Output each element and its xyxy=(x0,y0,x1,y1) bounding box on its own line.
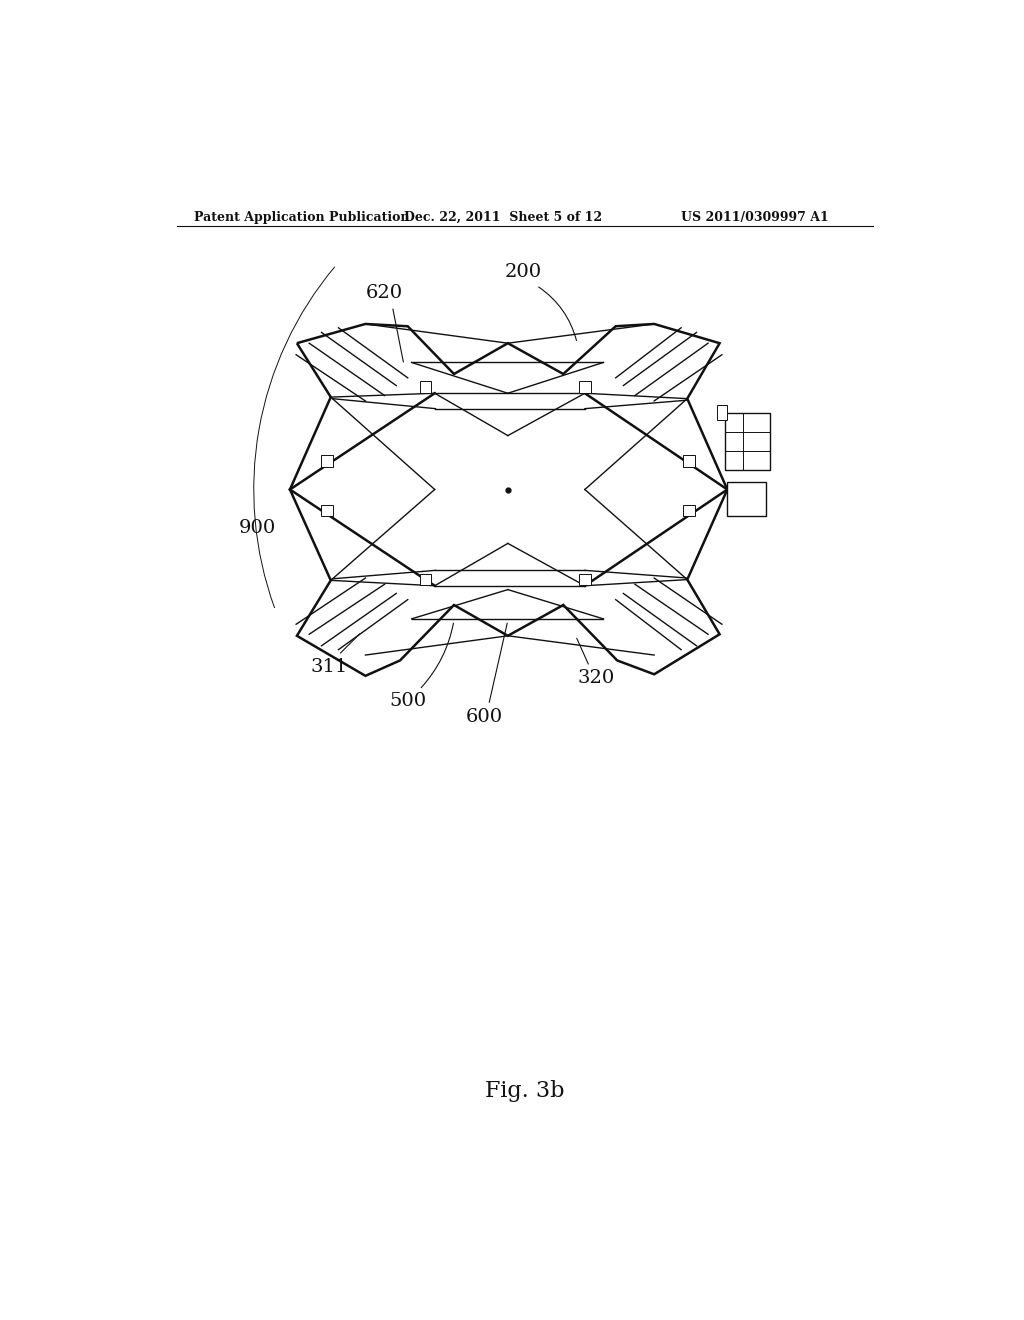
Bar xyxy=(322,504,333,516)
Text: 600: 600 xyxy=(466,708,504,726)
Bar xyxy=(727,482,766,516)
Text: US 2011/0309997 A1: US 2011/0309997 A1 xyxy=(681,211,828,224)
Bar xyxy=(580,574,591,585)
Bar xyxy=(580,381,591,393)
Text: Patent Application Publication: Patent Application Publication xyxy=(194,211,410,224)
Bar xyxy=(420,381,431,393)
Text: 900: 900 xyxy=(239,519,276,537)
Bar xyxy=(725,412,770,470)
Text: 620: 620 xyxy=(367,284,403,302)
Text: 311: 311 xyxy=(310,657,348,676)
Bar xyxy=(683,504,694,516)
Bar xyxy=(717,405,727,420)
Bar xyxy=(322,455,333,467)
Text: Dec. 22, 2011  Sheet 5 of 12: Dec. 22, 2011 Sheet 5 of 12 xyxy=(403,211,602,224)
Text: 500: 500 xyxy=(389,692,426,710)
Text: Fig. 3b: Fig. 3b xyxy=(485,1080,564,1102)
Text: 200: 200 xyxy=(505,264,542,281)
Text: 320: 320 xyxy=(578,669,615,688)
Bar xyxy=(683,455,694,467)
Bar xyxy=(420,574,431,585)
